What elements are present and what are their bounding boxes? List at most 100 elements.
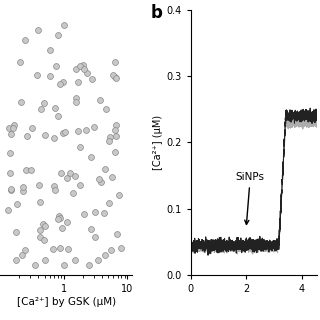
- Point: [114, 75, 119, 80]
- Point: [19, 252, 24, 258]
- Point: [112, 74, 117, 79]
- Point: [75, 79, 80, 84]
- Point: [114, 133, 119, 139]
- Point: [62, 130, 68, 135]
- Point: [23, 168, 28, 173]
- Point: [57, 245, 62, 250]
- Point: [112, 149, 117, 154]
- Point: [92, 124, 97, 129]
- Point: [89, 76, 94, 81]
- Point: [14, 202, 20, 207]
- Point: [76, 128, 81, 133]
- Point: [28, 168, 34, 173]
- Point: [53, 63, 58, 68]
- Point: [9, 131, 14, 136]
- Point: [55, 216, 60, 221]
- Point: [113, 60, 118, 65]
- Point: [85, 70, 90, 76]
- Point: [98, 98, 103, 103]
- Point: [20, 184, 25, 189]
- Point: [23, 37, 28, 42]
- Point: [96, 176, 101, 181]
- Point: [55, 32, 60, 37]
- Point: [116, 192, 121, 197]
- Point: [37, 234, 42, 239]
- Point: [108, 248, 113, 253]
- Point: [106, 201, 111, 206]
- Y-axis label: [Ca²⁺] (μM): [Ca²⁺] (μM): [154, 115, 164, 170]
- Point: [39, 106, 44, 111]
- Text: b: b: [150, 4, 162, 22]
- Point: [41, 100, 46, 105]
- Point: [118, 245, 123, 251]
- Point: [55, 114, 60, 119]
- Point: [99, 180, 104, 185]
- Point: [72, 258, 77, 263]
- Point: [102, 211, 107, 216]
- Point: [107, 138, 112, 143]
- Point: [35, 72, 40, 77]
- Point: [88, 227, 93, 232]
- Point: [60, 79, 65, 84]
- Point: [61, 131, 66, 136]
- Point: [7, 150, 12, 155]
- Point: [81, 211, 86, 216]
- Point: [83, 128, 88, 133]
- Point: [9, 187, 14, 192]
- Point: [40, 222, 45, 227]
- Point: [64, 219, 69, 224]
- Point: [14, 258, 19, 263]
- Point: [70, 191, 75, 196]
- Point: [42, 258, 47, 263]
- X-axis label: [Ca²⁺] by GSK (μM): [Ca²⁺] by GSK (μM): [17, 297, 116, 307]
- Point: [10, 125, 15, 131]
- Point: [52, 105, 57, 110]
- Point: [43, 132, 48, 138]
- Point: [36, 27, 41, 32]
- Point: [92, 209, 97, 214]
- Point: [22, 247, 28, 252]
- Point: [61, 22, 66, 27]
- Point: [61, 263, 66, 268]
- Point: [81, 63, 86, 68]
- Point: [103, 252, 108, 258]
- Point: [20, 188, 26, 193]
- Point: [30, 125, 35, 130]
- Point: [42, 238, 47, 243]
- Point: [50, 246, 55, 251]
- Point: [73, 173, 78, 178]
- Point: [68, 171, 73, 176]
- Point: [108, 134, 113, 139]
- Point: [86, 263, 92, 268]
- Point: [6, 125, 12, 130]
- Point: [32, 263, 37, 268]
- Point: [64, 176, 69, 181]
- Point: [115, 231, 120, 236]
- Point: [60, 226, 65, 231]
- Point: [58, 81, 63, 86]
- Point: [5, 207, 10, 212]
- Point: [102, 166, 108, 171]
- Text: SiNPs: SiNPs: [236, 172, 265, 224]
- Point: [18, 59, 23, 64]
- Point: [38, 199, 43, 204]
- Point: [36, 182, 41, 187]
- Point: [42, 223, 47, 228]
- Point: [88, 154, 93, 159]
- Point: [52, 188, 58, 193]
- Point: [56, 214, 61, 219]
- Point: [25, 134, 30, 139]
- Point: [112, 127, 117, 132]
- Point: [74, 95, 79, 100]
- Point: [109, 174, 115, 179]
- Point: [110, 72, 115, 77]
- Point: [77, 144, 82, 149]
- Point: [66, 246, 71, 252]
- Point: [103, 106, 108, 111]
- Point: [92, 235, 97, 240]
- Point: [74, 67, 79, 72]
- Point: [96, 258, 101, 263]
- Point: [74, 100, 79, 105]
- Point: [8, 170, 13, 175]
- Point: [13, 229, 18, 235]
